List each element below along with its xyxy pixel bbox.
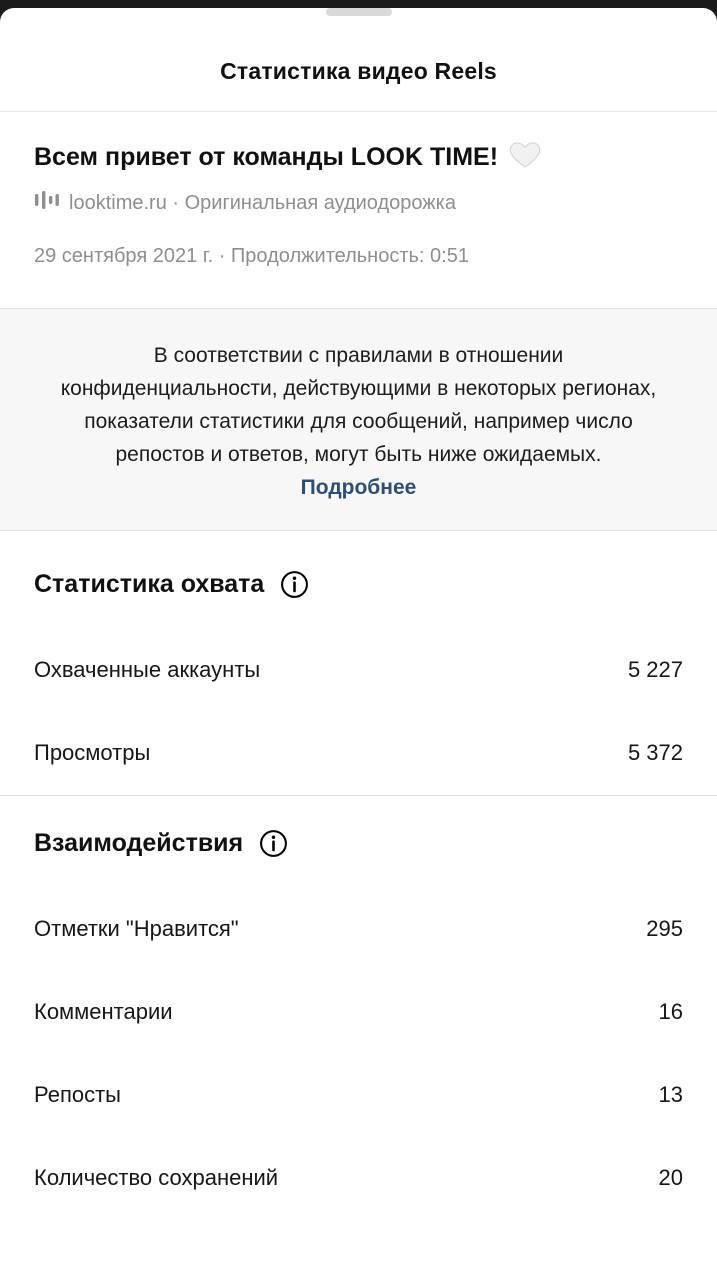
reach-section: Статистика охвата Охваченные аккаунты 5 … [0,569,717,766]
reach-section-header: Статистика охвата [34,569,683,600]
sheet-header: Статистика видео Reels [0,16,717,112]
stat-row: Просмотры 5 372 [34,740,683,766]
audio-row[interactable]: looktime.ru · Оригинальная аудиодорожка [34,188,683,218]
stat-label: Репосты [34,1082,121,1107]
stat-value: 5 372 [627,740,683,765]
stat-label: Просмотры [34,740,151,765]
video-title: Всем привет от команды LOOK TIME! [34,143,499,171]
stat-row: Охваченные аккаунты 5 227 [34,657,683,683]
interactions-section: Взаимодействия Отметки "Нравится" 295 Ко… [0,828,717,1191]
stat-label: Количество сохранений [34,1165,279,1190]
stat-row: Комментарии 16 [34,999,683,1025]
white-heart-icon [508,138,542,175]
learn-more-link[interactable]: Подробнее [300,476,417,499]
stat-label: Комментарии [34,999,173,1024]
interactions-section-title: Взаимодействия [34,829,244,857]
reach-section-title: Статистика охвата [34,570,265,598]
stat-row: Репосты 13 [34,1082,683,1108]
sheet-drag-handle[interactable] [325,8,392,16]
video-title-row: Всем привет от команды LOOK TIME! [34,140,683,175]
date-duration-line: 29 сентября 2021 г. · Продолжительность:… [34,245,469,267]
audio-waveform-icon [34,188,59,218]
stat-value: 295 [646,916,683,941]
stat-value: 20 [658,1165,683,1190]
stat-value: 13 [658,1082,683,1107]
privacy-notice: В соответствии с правилами в отношении к… [0,308,717,531]
video-info-block: Всем привет от команды LOOK TIME! lookti… [0,112,717,268]
privacy-notice-text: В соответствии с правилами в отношении к… [60,344,657,466]
section-divider [0,795,717,796]
stat-label: Отметки "Нравится" [34,916,239,941]
stat-row: Количество сохранений 20 [34,1165,683,1191]
insights-bottom-sheet: Статистика видео Reels Всем привет от ко… [0,8,717,1280]
stat-value: 16 [658,999,683,1024]
info-icon[interactable] [279,569,310,600]
stat-label: Охваченные аккаунты [34,657,261,682]
sheet-title: Статистика видео Reels [220,58,497,84]
interactions-section-header: Взаимодействия [34,828,683,859]
info-icon[interactable] [258,828,289,859]
stat-value: 5 227 [627,657,683,682]
audio-line: looktime.ru · Оригинальная аудиодорожка [69,191,456,214]
stat-row: Отметки "Нравится" 295 [34,916,683,942]
